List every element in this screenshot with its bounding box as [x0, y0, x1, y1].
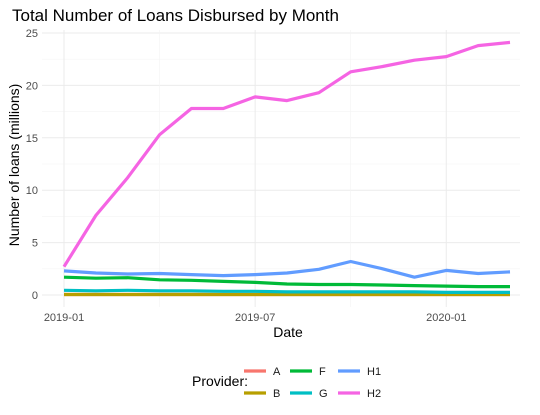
- y-tick-label: 0: [32, 290, 38, 302]
- series-line-g: [63, 288, 510, 294]
- legend: Provider: AB FG H1 H2: [192, 366, 381, 400]
- x-tick-label: 2019-07: [235, 312, 275, 324]
- series-line-h2: [62, 40, 511, 268]
- legend-label-h1: H1: [367, 366, 381, 378]
- y-tick-label: 25: [26, 28, 38, 40]
- y-axis-title: Number of loans (millions): [6, 84, 22, 247]
- y-tick-label: 20: [26, 80, 38, 92]
- x-axis-title: Date: [273, 324, 303, 340]
- series-line-f: [63, 275, 510, 289]
- y-tick-label: 15: [26, 133, 38, 145]
- x-tick-label: 2020-01: [426, 312, 466, 324]
- grid: [42, 30, 520, 307]
- series-line-h1: [63, 259, 511, 279]
- series-lines: [62, 40, 511, 297]
- y-tick-labels: 0 5 10 15 20 25: [26, 28, 38, 302]
- legend-label-h2: H2: [367, 388, 381, 400]
- legend-label-g: G: [319, 388, 328, 400]
- legend-title: Provider:: [192, 373, 248, 389]
- chart-title: Total Number of Loans Disbursed by Month: [12, 6, 339, 25]
- y-tick-label: 10: [26, 185, 38, 197]
- legend-label-a: A: [273, 366, 281, 378]
- legend-label-f: F: [319, 366, 326, 378]
- x-tick-label: 2019-01: [44, 312, 84, 324]
- y-tick-label: 5: [32, 238, 38, 250]
- legend-label-b: B: [273, 388, 280, 400]
- x-tick-labels: 2019-01 2019-07 2020-01: [44, 312, 467, 324]
